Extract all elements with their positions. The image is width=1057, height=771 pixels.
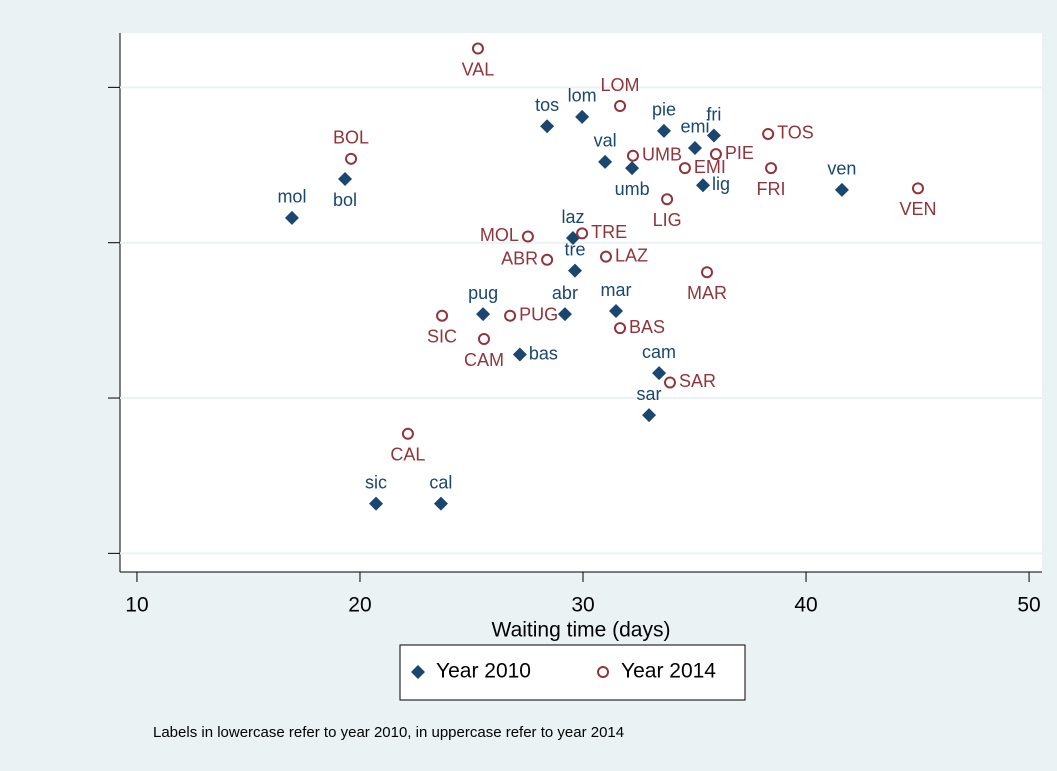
point <box>477 333 490 346</box>
point-label: PUG <box>519 304 558 324</box>
point <box>642 408 657 423</box>
point <box>626 149 639 162</box>
point <box>609 304 624 319</box>
point-label: TOS <box>777 123 814 143</box>
point-label: tos <box>535 95 559 115</box>
point-label: mar <box>601 280 632 300</box>
point-label: MAR <box>687 283 727 303</box>
point-label: cal <box>429 472 452 492</box>
point <box>576 227 589 240</box>
point-label: SIC <box>427 326 457 346</box>
x-tick-label: 20 <box>348 594 371 617</box>
point-label: mol <box>277 187 306 207</box>
point-label: bas <box>529 343 558 363</box>
point-label: umb <box>615 179 650 199</box>
point-label: VAL <box>462 59 495 79</box>
point <box>521 230 534 243</box>
point <box>614 322 627 335</box>
point-label: FRI <box>757 179 786 199</box>
legend-marker <box>597 666 609 678</box>
point-label: emi <box>680 117 709 137</box>
point-label: abr <box>552 283 578 303</box>
point <box>575 109 590 124</box>
point <box>678 162 691 175</box>
point-label: tre <box>564 239 585 259</box>
x-tick-label: 40 <box>794 594 817 617</box>
point-label: TRE <box>591 222 627 242</box>
legend-marker <box>411 665 425 679</box>
point <box>695 178 710 193</box>
point <box>614 100 627 113</box>
point <box>504 309 517 322</box>
point-label: bol <box>333 190 357 210</box>
x-axis-label: Waiting time (days) <box>492 619 671 642</box>
point-label: val <box>594 131 617 151</box>
note: Labels in lowercase refer to year 2010, … <box>153 724 624 741</box>
point-label: SAR <box>679 371 716 391</box>
point <box>687 140 702 155</box>
point <box>345 152 358 165</box>
point <box>599 250 612 263</box>
point <box>284 210 299 225</box>
point-label: sic <box>365 472 387 492</box>
point-label: VEN <box>899 199 936 219</box>
point <box>401 427 414 440</box>
point-label: LIG <box>653 210 682 230</box>
point <box>369 496 384 511</box>
point <box>652 366 667 381</box>
point-label: CAM <box>464 350 504 370</box>
point <box>512 347 527 362</box>
point <box>476 307 491 322</box>
point-label: ABR <box>501 249 538 269</box>
point-label: cam <box>642 342 676 362</box>
point-label: BOL <box>333 128 369 148</box>
x-tick-label: 10 <box>125 594 148 617</box>
point-label: ven <box>827 159 856 179</box>
point-label: UMB <box>642 144 682 164</box>
point-label: LOM <box>601 75 640 95</box>
point <box>540 119 555 134</box>
point <box>709 148 722 161</box>
point-label: pie <box>652 100 676 120</box>
point <box>706 128 721 143</box>
point <box>338 172 353 187</box>
x-tick-label: 50 <box>1017 594 1040 617</box>
legend-label: Year 2010 <box>436 660 531 683</box>
point <box>762 127 775 140</box>
point <box>433 496 448 511</box>
point-label: fri <box>706 104 721 124</box>
legend-label: Year 2014 <box>621 660 716 683</box>
point-label: BAS <box>629 317 665 337</box>
point-label: CAL <box>390 445 425 465</box>
point-label: MOL <box>480 225 519 245</box>
point-label: PIE <box>725 143 754 163</box>
plot-area <box>120 33 1042 572</box>
point <box>663 376 676 389</box>
point <box>765 162 778 175</box>
point-label: lom <box>568 86 597 106</box>
point <box>701 266 714 279</box>
legend <box>399 644 746 701</box>
point <box>471 42 484 55</box>
point-label: lig <box>712 174 730 194</box>
point-label: pug <box>468 283 498 303</box>
point-label: LAZ <box>615 245 648 265</box>
point <box>436 309 449 322</box>
point <box>656 123 671 138</box>
point <box>661 193 674 206</box>
x-tick-label: 30 <box>571 594 594 617</box>
point-label: sar <box>637 384 662 404</box>
point <box>598 154 613 169</box>
point <box>557 307 572 322</box>
point-label: laz <box>561 207 584 227</box>
point <box>541 253 554 266</box>
point <box>834 182 849 197</box>
point <box>911 182 924 195</box>
point <box>567 263 582 278</box>
point <box>625 161 640 176</box>
point-label: EMI <box>694 157 726 177</box>
